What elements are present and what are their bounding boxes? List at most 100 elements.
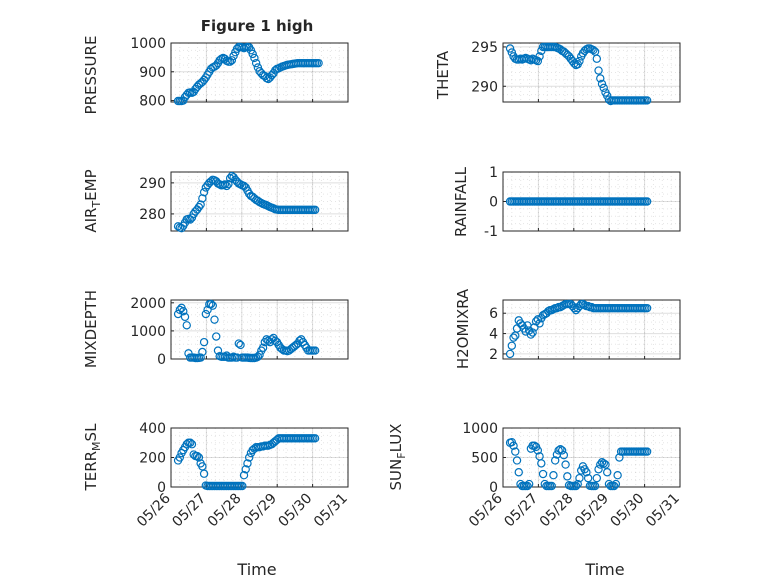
data-point [234, 339, 243, 348]
data-point [238, 481, 247, 491]
y-tick-label: 800 [139, 94, 166, 110]
axes-pressure: 800 900 1000 [130, 36, 349, 110]
y-tick-label: 0 [489, 480, 498, 496]
data-point [613, 471, 622, 480]
data-point [538, 469, 548, 479]
y-tick-label: 280 [139, 207, 166, 223]
data-point [596, 460, 605, 469]
y-tick-label: 2 [489, 347, 498, 363]
data-point [557, 446, 567, 455]
data-point [512, 456, 522, 465]
data-point [244, 453, 254, 462]
data-point [576, 466, 586, 475]
data-point [253, 352, 263, 361]
panel-sun-flux: SUNFLUX Time [387, 424, 625, 579]
data-point [201, 309, 211, 319]
data-point [544, 306, 553, 316]
y-tick-label: 0 [157, 352, 166, 368]
y-tick-label: 0 [489, 195, 498, 211]
ylabel-terr-msl: TERRMSL [82, 423, 103, 492]
data-point [310, 434, 320, 443]
data-point [227, 56, 237, 65]
data-point [570, 59, 579, 68]
axes-theta: 290 295 [471, 40, 681, 106]
x-tick-label: 05/31 [311, 491, 351, 531]
figure-title: Figure 1 high [201, 17, 314, 35]
data-point [310, 346, 320, 355]
data-point [537, 459, 546, 468]
data-point [198, 347, 207, 357]
data-point [611, 479, 621, 489]
y-tick-label: 295 [471, 40, 498, 56]
data-point [603, 468, 612, 477]
data-point [225, 174, 235, 183]
data-point [559, 450, 569, 460]
data-point [530, 323, 539, 332]
data-point [255, 350, 264, 359]
axes-air-temp: 280 290 [139, 171, 349, 233]
data-point [514, 468, 523, 477]
data-point [224, 179, 233, 189]
data-point [575, 56, 584, 66]
panel-mixdepth: MIXDEPTH [82, 290, 100, 368]
x-tick-label: 05/27 [169, 491, 209, 531]
axes-box-pressure [170, 42, 349, 103]
data-point [186, 438, 195, 447]
y-tick-label: 1000 [462, 421, 498, 437]
y-tick-label: 900 [139, 65, 166, 81]
data-point [554, 446, 563, 455]
data-point [590, 481, 600, 491]
data-point [509, 441, 518, 450]
x-tick-label: 05/27 [501, 491, 541, 531]
data-point [199, 469, 209, 478]
ylabel-h2omixra: H2OMIXRA [454, 288, 472, 369]
data-point [570, 303, 579, 313]
data-point [533, 315, 543, 324]
panel-theta: THETA [434, 50, 452, 100]
data-point [550, 456, 560, 465]
x-tick-label: 05/30 [608, 491, 648, 531]
data-point [196, 200, 205, 209]
data-point [528, 328, 537, 337]
data-point [198, 194, 207, 203]
x-tick-label: 05/29 [240, 491, 280, 531]
data-point [609, 481, 619, 491]
x-tick-label: 05/28 [205, 491, 245, 531]
data-point [535, 52, 544, 61]
data-point [563, 472, 572, 481]
data-point [206, 299, 216, 309]
y-tick-label: 400 [139, 421, 166, 437]
data-point [243, 459, 252, 468]
data-point [310, 205, 320, 215]
x-tick-label: 05/29 [572, 491, 612, 531]
axes-mixdepth: 0 1000 2000 [130, 296, 349, 368]
data-point [196, 353, 205, 362]
y-tick-label: 500 [471, 451, 498, 467]
xlabel-time-left: Time [236, 560, 276, 579]
data-point [210, 315, 219, 324]
data-point [592, 473, 602, 483]
y-tick-label: 1000 [130, 36, 166, 52]
data-point [250, 53, 259, 63]
data-point [182, 321, 191, 330]
x-tick-label: 05/26 [466, 490, 506, 530]
data-point [596, 74, 605, 83]
ylabel-theta: THETA [434, 50, 452, 100]
data-point [208, 301, 217, 310]
data-point [642, 447, 652, 456]
data-point [573, 479, 582, 489]
y-tick-label: 1000 [130, 324, 166, 340]
data-point [599, 459, 608, 468]
data-point [599, 83, 608, 93]
data-point [552, 303, 562, 313]
data-point [248, 49, 257, 59]
axes-rainfall: -1 0 1 [484, 165, 681, 240]
data-point [220, 180, 230, 189]
data-point [251, 58, 261, 68]
data-point [192, 451, 202, 461]
data-point [594, 465, 603, 474]
data-point [241, 465, 250, 474]
ylabel-mixdepth: MIXDEPTH [82, 290, 100, 368]
